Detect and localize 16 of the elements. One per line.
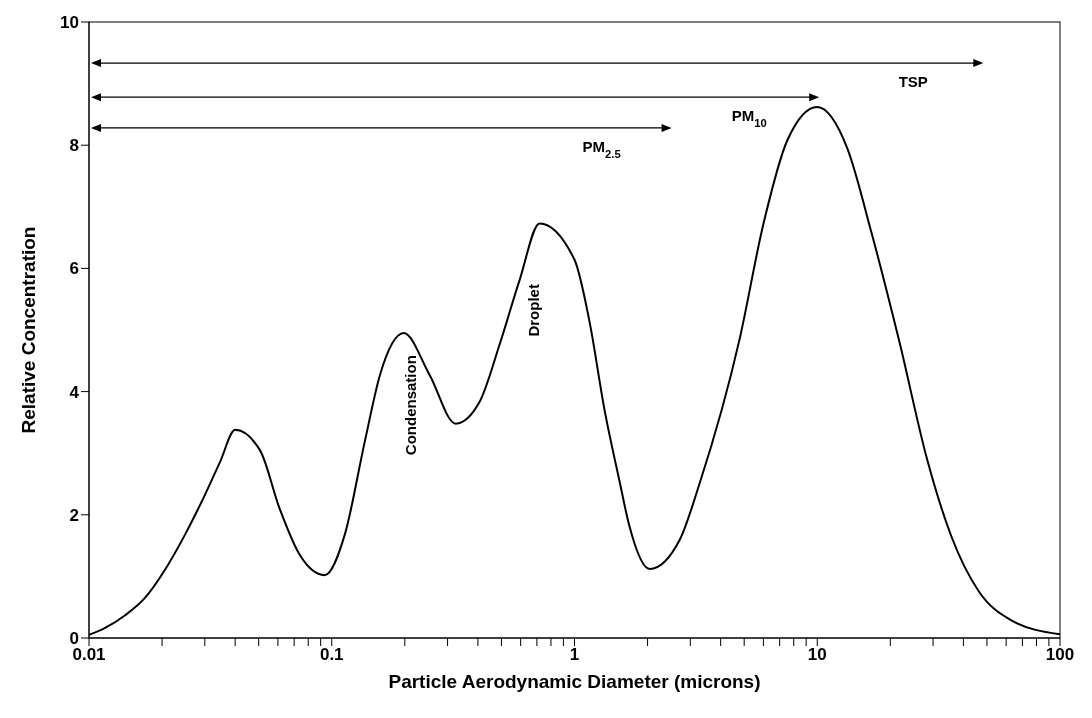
y-tick-label: 4 [69, 382, 80, 402]
annotation: Condensation [401, 355, 419, 456]
x-tick-label: 0.1 [319, 645, 344, 665]
y-tick-label: 10 [60, 13, 79, 33]
y-tick-label: 2 [69, 505, 79, 525]
annotation: TSP [898, 73, 928, 91]
annotation: PM$_{2.5}$ [582, 137, 621, 160]
y-tick-label: 8 [69, 136, 79, 156]
x-tick-label: 1 [569, 645, 580, 665]
x-axis-title: Particle Aerodynamic Diameter (microns) [388, 671, 761, 692]
y-tick-label: 6 [69, 259, 79, 279]
annotation: Droplet [524, 284, 542, 337]
annotation: PM$_{10}$ [731, 107, 767, 130]
x-tick-label: 10 [807, 645, 827, 665]
x-tick-label: 100 [1045, 645, 1075, 665]
y-axis-title: Relative Concentration [17, 226, 39, 434]
